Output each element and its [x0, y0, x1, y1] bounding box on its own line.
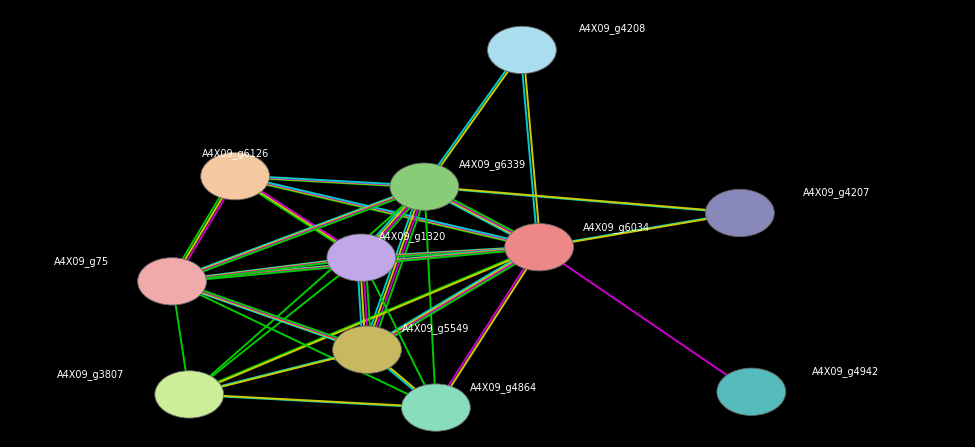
- Text: A4X09_g75: A4X09_g75: [54, 256, 109, 267]
- Text: A4X09_g3807: A4X09_g3807: [57, 369, 124, 380]
- Text: A4X09_g4864: A4X09_g4864: [470, 382, 537, 393]
- Ellipse shape: [155, 371, 223, 418]
- Ellipse shape: [488, 26, 557, 74]
- Text: A4X09_g4942: A4X09_g4942: [812, 367, 879, 377]
- Text: A4X09_g1320: A4X09_g1320: [378, 231, 446, 242]
- Ellipse shape: [201, 152, 269, 200]
- Text: A4X09_g6126: A4X09_g6126: [202, 148, 269, 159]
- Text: A4X09_g4208: A4X09_g4208: [579, 24, 646, 34]
- Ellipse shape: [327, 234, 396, 281]
- Text: A4X09_g5549: A4X09_g5549: [402, 323, 469, 334]
- Text: A4X09_g6034: A4X09_g6034: [583, 222, 649, 232]
- Ellipse shape: [390, 163, 459, 211]
- Ellipse shape: [402, 384, 470, 431]
- Ellipse shape: [332, 326, 402, 373]
- Ellipse shape: [706, 190, 774, 236]
- Ellipse shape: [505, 224, 573, 271]
- Text: A4X09_g4207: A4X09_g4207: [803, 188, 871, 198]
- Ellipse shape: [137, 257, 207, 305]
- Ellipse shape: [717, 368, 786, 415]
- Text: A4X09_g6339: A4X09_g6339: [459, 159, 526, 169]
